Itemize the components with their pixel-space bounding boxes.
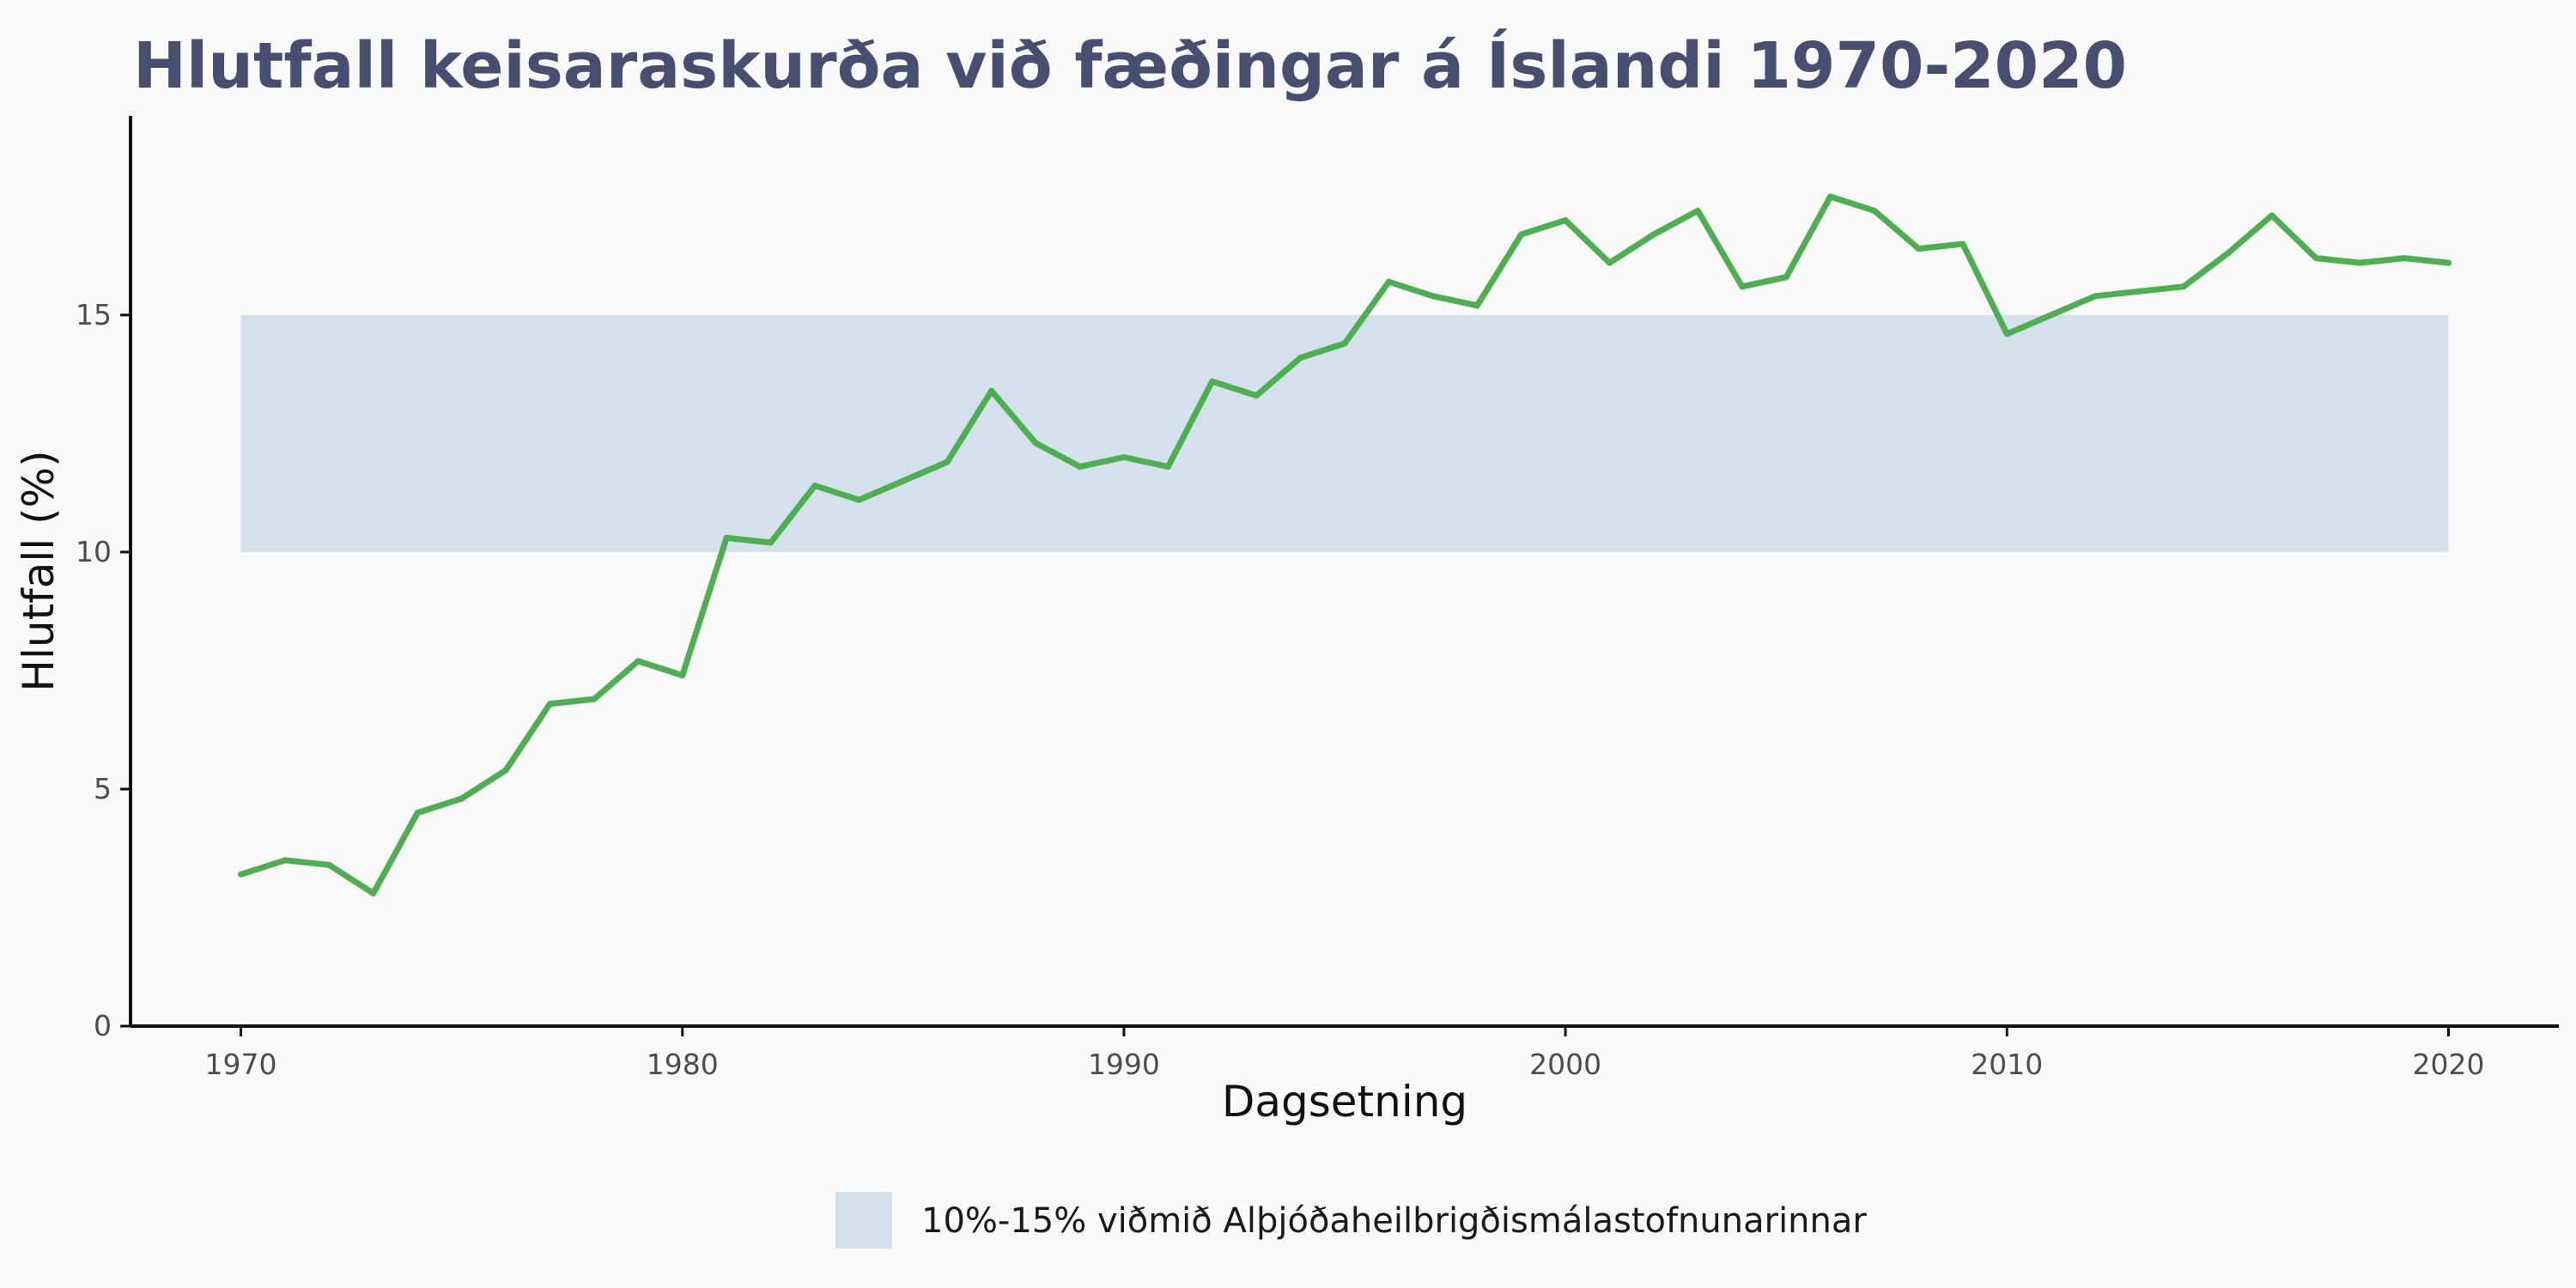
data-point xyxy=(2180,283,2187,290)
legend-label: 10%-15% viðmið Alþjóðaheilbrigðismálasto… xyxy=(921,1201,1867,1241)
data-point xyxy=(811,483,818,489)
data-point xyxy=(1385,278,1392,285)
data-point xyxy=(900,477,907,484)
data-point xyxy=(1341,340,1348,347)
data-point xyxy=(1209,378,1216,385)
data-point xyxy=(1650,231,1657,238)
y-axis-ticks: 0 5 10 15 xyxy=(76,298,131,1042)
x-tick-label: 2010 xyxy=(1971,1048,2043,1081)
reference-band xyxy=(240,314,2449,552)
data-point xyxy=(1076,464,1083,471)
data-points xyxy=(238,193,2451,896)
data-point xyxy=(1871,207,1878,214)
data-point xyxy=(635,658,641,665)
data-point xyxy=(2224,250,2231,257)
data-point xyxy=(1562,216,1569,223)
data-point xyxy=(1739,283,1746,290)
x-tick-label: 1970 xyxy=(205,1048,277,1081)
data-point xyxy=(2092,293,2099,300)
y-tick-label: 5 xyxy=(94,772,112,805)
data-point xyxy=(1473,302,1480,309)
data-point xyxy=(2357,259,2364,266)
data-point xyxy=(768,539,775,546)
x-axis-title: Dagsetning xyxy=(1222,1077,1467,1127)
x-tick-label: 1980 xyxy=(647,1048,719,1081)
y-tick-label: 10 xyxy=(76,535,112,568)
data-point xyxy=(1959,240,1966,247)
data-point xyxy=(1915,246,1922,252)
legend-swatch xyxy=(835,1192,892,1249)
data-point xyxy=(1032,440,1039,447)
data-point xyxy=(2136,288,2143,295)
data-point xyxy=(2269,212,2275,219)
data-point xyxy=(591,696,598,702)
data-point xyxy=(988,387,995,394)
y-tick-label: 15 xyxy=(76,298,112,331)
data-point xyxy=(546,701,553,708)
data-point xyxy=(2048,312,2055,319)
legend: 10%-15% viðmið Alþjóðaheilbrigðismálasto… xyxy=(835,1192,1867,1249)
data-point xyxy=(1121,454,1127,460)
data-point xyxy=(459,795,465,802)
data-point xyxy=(944,459,951,465)
data-point xyxy=(1827,193,1834,200)
data-point xyxy=(2445,259,2451,266)
x-tick-label: 2000 xyxy=(1529,1048,1601,1081)
data-point xyxy=(325,861,332,868)
data-point xyxy=(723,534,730,541)
data-point xyxy=(1430,293,1437,300)
y-tick-label: 0 xyxy=(94,1009,112,1042)
data-point xyxy=(1164,464,1171,471)
x-tick-label: 1990 xyxy=(1088,1048,1160,1081)
data-point xyxy=(2312,255,2319,262)
data-point xyxy=(282,857,289,864)
y-axis-title: Hlutfall (%) xyxy=(14,450,64,691)
data-point xyxy=(1783,274,1789,281)
data-point xyxy=(414,810,421,817)
data-point xyxy=(370,890,377,896)
x-axis-ticks: 1970 1980 1990 2000 2010 2020 xyxy=(205,1026,2484,1081)
data-point xyxy=(1253,392,1260,399)
data-point xyxy=(1297,355,1304,361)
data-point xyxy=(2401,255,2408,262)
chart-title: Hlutfall keisaraskurða við fæðingar á Ís… xyxy=(133,27,2127,103)
data-point xyxy=(502,767,509,774)
data-point xyxy=(2003,331,2010,337)
data-point xyxy=(855,496,862,503)
data-point xyxy=(1607,259,1613,266)
data-point xyxy=(238,871,245,878)
x-tick-label: 2020 xyxy=(2412,1048,2484,1081)
data-point xyxy=(679,671,686,678)
data-point xyxy=(1694,207,1701,214)
data-point xyxy=(1518,231,1525,238)
